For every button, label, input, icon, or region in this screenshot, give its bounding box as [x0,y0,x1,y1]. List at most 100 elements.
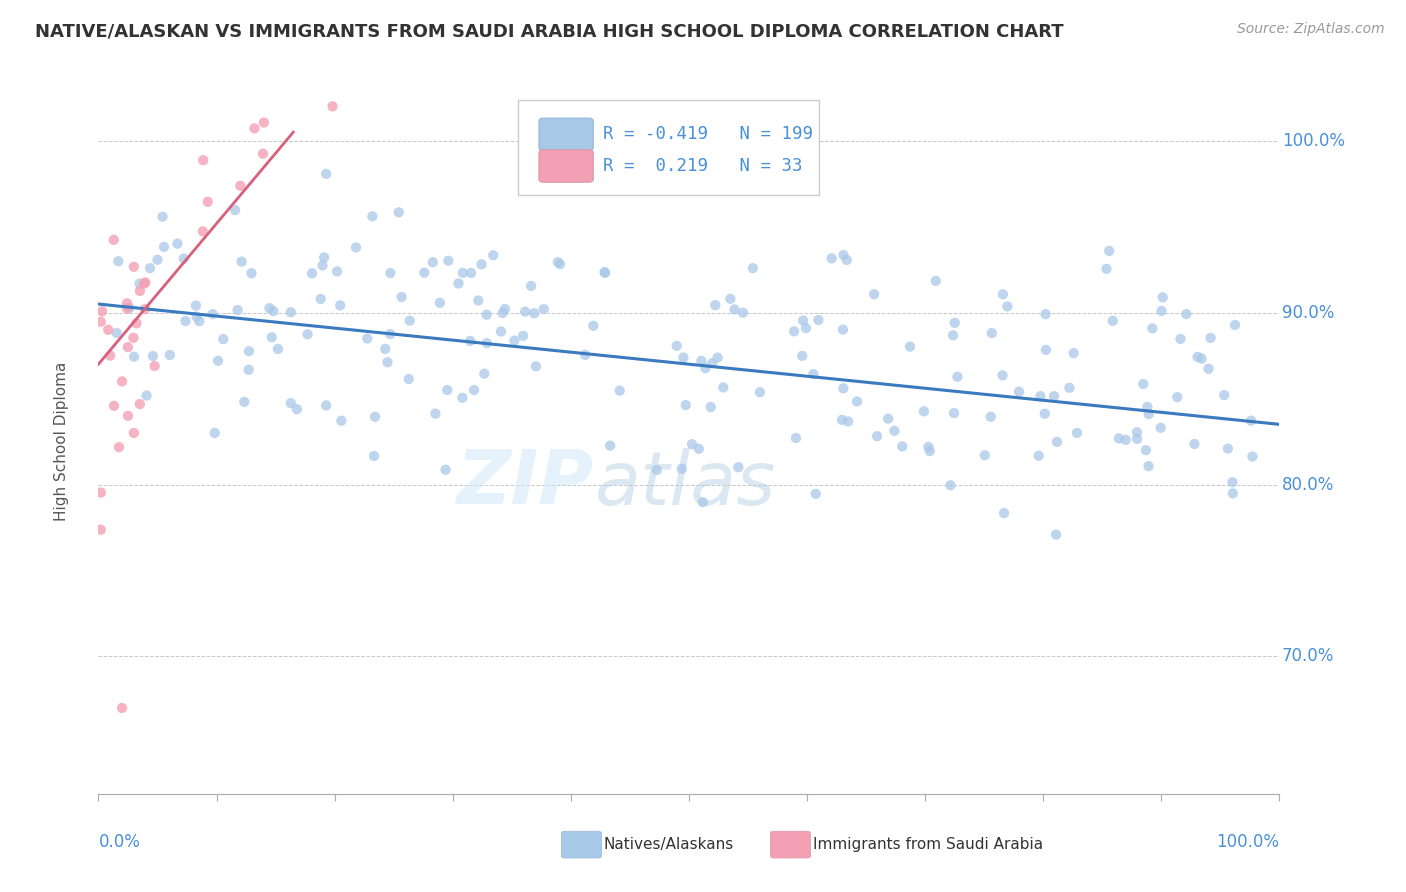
Point [1101,314,1123,328]
Point [111,375,134,389]
Point [898,340,921,354]
FancyBboxPatch shape [770,831,811,858]
Point [672,351,695,365]
Point [995,299,1018,313]
Point [344,240,367,254]
Point [134,277,156,291]
Text: 0.0%: 0.0% [98,832,141,851]
Point [609,384,631,398]
Point [117,409,139,423]
Point [314,251,336,265]
Point [90,485,112,500]
Point [918,444,941,458]
Point [491,306,513,320]
Point [1199,331,1222,345]
Point [451,266,474,280]
Point [803,367,825,381]
Point [943,316,966,330]
Point [159,348,181,362]
Point [107,254,129,268]
Point [434,463,457,477]
Text: NATIVE/ALASKAN VS IMMIGRANTS FROM SAUDI ARABIA HIGH SCHOOL DIPLOMA CORRELATION C: NATIVE/ALASKAN VS IMMIGRANTS FROM SAUDI … [35,22,1064,40]
Point [301,266,323,280]
Text: 100.0%: 100.0% [1282,132,1344,150]
Point [125,317,148,331]
Point [1126,432,1149,446]
Point [97,323,120,337]
Point [783,324,806,338]
Point [1066,425,1088,440]
Point [832,322,855,336]
Point [548,257,571,271]
Point [91,304,114,318]
Point [494,301,516,316]
Point [1142,321,1164,335]
Point [785,431,807,445]
Point [727,460,749,475]
Point [706,351,728,365]
Point [128,397,150,411]
Point [253,115,276,129]
Point [699,400,721,414]
Text: 100.0%: 100.0% [1216,832,1279,851]
Point [326,264,349,278]
Point [723,302,745,317]
Point [991,368,1014,383]
Point [718,292,741,306]
Point [103,399,125,413]
Point [1240,414,1263,428]
Point [692,495,714,509]
Point [980,409,1002,424]
Point [681,437,703,451]
Point [807,313,830,327]
Point [98,349,121,363]
Point [1150,421,1173,435]
Point [309,292,332,306]
Point [883,424,905,438]
Point [322,99,344,113]
Point [437,253,460,268]
Point [1126,425,1149,440]
Point [547,255,569,269]
Point [804,487,827,501]
Point [240,266,263,280]
Point [1150,304,1173,318]
Point [917,440,939,454]
Point [252,146,274,161]
Point [115,296,138,310]
Point [297,327,319,342]
Point [1166,390,1188,404]
Point [704,298,727,312]
Point [794,321,817,335]
Point [413,266,436,280]
Point [398,313,420,327]
Point [377,355,399,369]
FancyBboxPatch shape [538,150,593,182]
Point [229,178,252,193]
Point [711,380,734,394]
Point [832,381,855,395]
Point [665,339,688,353]
Point [233,395,256,409]
Point [166,236,188,251]
Point [831,413,853,427]
Point [134,301,156,316]
Point [356,332,378,346]
Point [238,363,260,377]
Point [285,402,308,417]
Point [188,314,211,328]
Point [280,396,302,410]
Point [593,265,616,279]
Point [520,279,543,293]
Point [993,506,1015,520]
Point [143,359,166,373]
Point [135,389,157,403]
Point [866,429,889,443]
Point [378,327,401,342]
Point [460,266,482,280]
Point [280,305,302,319]
Point [262,304,284,318]
Point [1043,389,1066,403]
Text: 90.0%: 90.0% [1282,303,1334,322]
Point [103,233,125,247]
